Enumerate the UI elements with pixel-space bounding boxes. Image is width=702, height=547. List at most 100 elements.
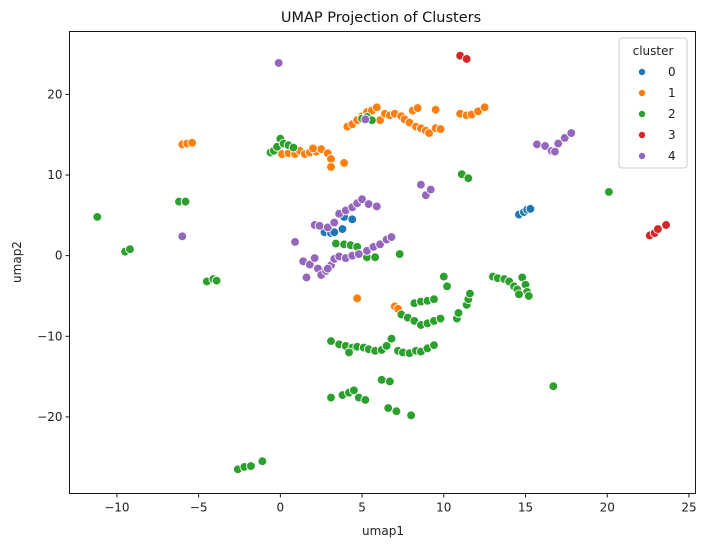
legend-label-cluster-0: 0 [668, 65, 676, 79]
y-tick-label: −10 [37, 329, 62, 343]
cluster-2-point [376, 374, 387, 385]
cluster-2-point [288, 142, 299, 153]
ticks-layer: −10 −5 0 5 10 15 20 25 −20 −10 0 10 20 [37, 87, 696, 514]
cluster-2-point [344, 347, 354, 358]
cluster-2-point [257, 456, 268, 467]
cluster-2-point [438, 271, 449, 282]
cluster-2-point [370, 252, 380, 263]
cluster-4-point [559, 133, 570, 143]
cluster-0-point [329, 227, 340, 238]
legend-marker-cluster-0 [638, 68, 647, 77]
cluster-1-point [435, 124, 446, 134]
cluster-2-point [326, 392, 336, 403]
cluster-4-point [329, 217, 340, 228]
x-tick-label: 15 [518, 501, 533, 515]
cluster-4-point [177, 231, 188, 242]
cluster-4-point [273, 58, 284, 68]
cluster-4-point [553, 138, 564, 149]
legend-items: 0 1 2 3 4 [638, 65, 676, 163]
cluster-4-point [416, 179, 426, 190]
y-axis-title: umap2 [10, 241, 24, 283]
cluster-2-point [523, 291, 534, 301]
y-tick-label: 10 [47, 168, 62, 182]
cluster-2-point [394, 249, 405, 259]
cluster-4-point [322, 263, 333, 274]
cluster-2-point [604, 187, 614, 197]
cluster-4-point [304, 259, 315, 270]
cluster-4-point [309, 253, 320, 263]
cluster-2-point [465, 288, 475, 299]
cluster-1-point [326, 154, 336, 164]
y-tick-label: −20 [37, 410, 62, 424]
legend-marker-cluster-4 [638, 151, 647, 160]
cluster-4-point [363, 199, 374, 209]
cluster-4-point [566, 128, 577, 138]
cluster-1-point [308, 143, 318, 154]
x-tick-label: 10 [436, 501, 451, 515]
cluster-2-point [386, 333, 397, 344]
cluster-1-point [412, 103, 423, 113]
cluster-4-point [322, 222, 333, 233]
cluster-4-point [371, 201, 382, 212]
x-tick-label: 5 [358, 501, 366, 515]
cluster-2-point [453, 308, 464, 318]
cluster-2-point [406, 410, 416, 421]
cluster-2-point [211, 275, 222, 286]
cluster-0-point [525, 204, 536, 214]
legend-label-cluster-4: 4 [668, 149, 676, 163]
legend: cluster 0 1 2 3 4 [618, 37, 688, 169]
cluster-1-point [187, 137, 197, 148]
cluster-4-point [540, 141, 550, 151]
cluster-4-point [290, 237, 300, 247]
y-tick-label: 0 [55, 249, 63, 263]
cluster-1-point [430, 104, 441, 115]
cluster-2-point [442, 281, 452, 292]
cluster-1-point [352, 293, 363, 304]
legend-marker-cluster-1 [638, 89, 647, 98]
cluster-4-point [532, 139, 542, 150]
cluster-2-point [360, 395, 371, 405]
legend-marker-cluster-3 [638, 130, 647, 139]
cluster-1-point [424, 128, 434, 138]
legend-label-cluster-1: 1 [668, 86, 676, 100]
cluster-2-point [381, 341, 392, 351]
cluster-0-point [347, 214, 358, 225]
cluster-2-point [429, 340, 439, 350]
cluster-2-point [429, 294, 439, 305]
x-tick-label: 20 [600, 501, 615, 515]
y-tick-label: 20 [47, 87, 62, 101]
cluster-0-point [337, 224, 348, 234]
cluster-1-point [371, 102, 382, 113]
points-layer [92, 50, 671, 475]
cluster-4-point [357, 194, 367, 205]
legend-label-cluster-3: 3 [668, 128, 676, 142]
cluster-4-point [375, 239, 385, 250]
cluster-2-point [92, 212, 103, 222]
cluster-3-point [461, 54, 472, 64]
cluster-2-point [385, 376, 395, 387]
cluster-2-point [125, 244, 135, 255]
cluster-4-point [360, 114, 371, 125]
x-axis-title: umap1 [362, 524, 404, 538]
cluster-2-point [246, 461, 256, 471]
legend-title: cluster [633, 44, 674, 58]
cluster-2-point [383, 403, 394, 413]
x-tick-label: 0 [277, 501, 285, 515]
cluster-2-point [391, 406, 402, 417]
x-tick-label: −10 [104, 501, 129, 515]
cluster-3-point [653, 224, 663, 234]
x-tick-label: 25 [681, 501, 696, 515]
cluster-1-point [326, 162, 336, 172]
cluster-4-point [425, 184, 436, 195]
cluster-2-point [349, 385, 359, 396]
cluster-4-point [550, 146, 560, 157]
cluster-2-point [548, 381, 559, 392]
cluster-2-point [435, 313, 446, 324]
cluster-4-point [314, 220, 325, 231]
cluster-1-point [479, 102, 490, 113]
chart-title: UMAP Projection of Clusters [281, 10, 481, 26]
cluster-4-point [386, 232, 397, 242]
cluster-2-point [463, 173, 474, 184]
